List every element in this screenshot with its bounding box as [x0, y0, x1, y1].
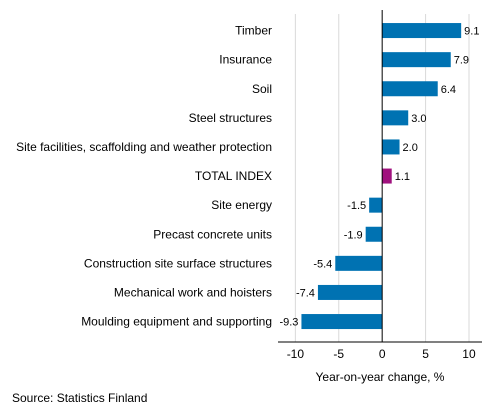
value-label: 7.9 [454, 55, 469, 67]
x-tick-label: -10 [287, 347, 305, 361]
value-label: 2.0 [403, 142, 418, 154]
category-label: Steel structures [189, 111, 272, 125]
x-axis-title: Year-on-year change, % [316, 370, 445, 384]
value-label: 1.1 [395, 171, 410, 183]
category-label: Site energy [211, 198, 272, 212]
x-tick-label: 0 [379, 347, 386, 361]
bar [382, 23, 462, 39]
value-label: 6.4 [441, 84, 456, 96]
bar [382, 110, 409, 126]
category-label: Mechanical work and hoisters [114, 285, 272, 299]
bar [301, 314, 383, 330]
category-label: Insurance [219, 53, 272, 67]
value-label: -5.4 [313, 258, 332, 270]
bar [369, 197, 383, 213]
bar [365, 226, 383, 242]
category-label: Moulding equipment and supporting [81, 315, 272, 329]
bar [382, 139, 400, 155]
value-label: 9.1 [464, 26, 479, 38]
bars [301, 23, 462, 330]
category-label: Precast concrete units [153, 227, 272, 241]
category-label: Timber [235, 24, 272, 38]
bar-total-index [382, 168, 392, 184]
x-tick-label: 10 [462, 347, 476, 361]
value-label: -7.4 [296, 287, 315, 299]
bar [335, 255, 383, 271]
value-label: -1.5 [347, 200, 366, 212]
category-label: Construction site surface structures [84, 256, 272, 270]
bar [317, 284, 383, 300]
category-label: Site facilities, scaffolding and weather… [16, 140, 272, 154]
x-tick-label: -5 [333, 347, 344, 361]
value-label: -9.3 [279, 317, 298, 329]
value-label: 3.0 [411, 113, 426, 125]
bar [382, 52, 451, 68]
x-tick-label: 5 [422, 347, 429, 361]
category-label: Soil [252, 82, 272, 96]
bar [382, 81, 438, 97]
category-labels: Timber Insurance Soil Steel structures Site … [16, 24, 272, 329]
value-label: -1.9 [344, 229, 363, 241]
axes [278, 10, 482, 343]
value-labels: 9.1 7.9 6.4 3.0 2.0 1.1 -1.5 -1.9 -5.4 -7.4 -9.3 [279, 26, 479, 329]
source-note: Source: Statistics Finland [12, 391, 148, 405]
category-label: TOTAL INDEX [195, 169, 272, 183]
x-tick-labels: -10 -5 0 5 10 [287, 347, 476, 361]
